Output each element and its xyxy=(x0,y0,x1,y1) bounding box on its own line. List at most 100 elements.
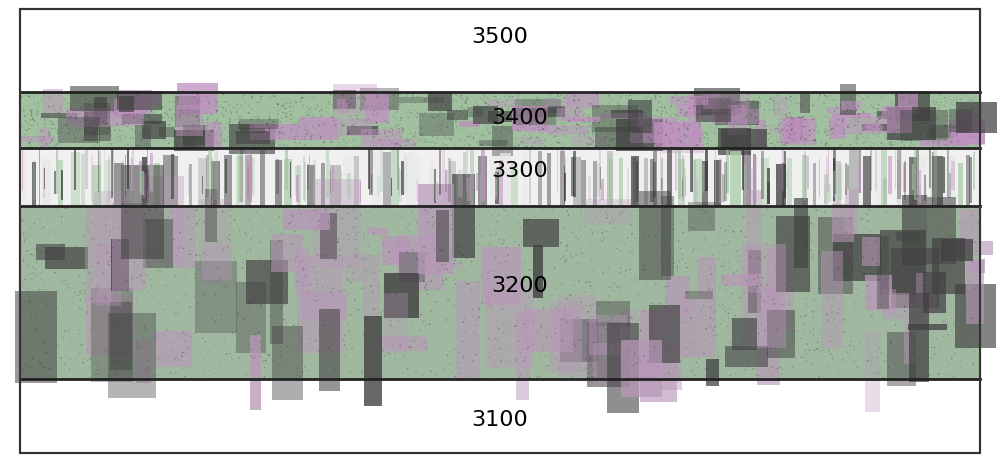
Point xyxy=(437,116,453,123)
Point xyxy=(564,374,580,381)
Bar xyxy=(776,164,786,206)
Point xyxy=(639,103,655,110)
Point xyxy=(766,267,782,274)
Point xyxy=(276,129,292,137)
Point xyxy=(664,129,680,136)
Point xyxy=(683,95,699,102)
Point xyxy=(828,97,844,104)
Point xyxy=(59,280,75,288)
Point xyxy=(588,99,604,106)
Bar xyxy=(767,182,770,205)
Point xyxy=(734,134,750,141)
Point xyxy=(440,271,456,279)
Point xyxy=(627,101,643,108)
Point xyxy=(803,246,819,254)
Point xyxy=(37,128,53,135)
Point xyxy=(349,115,365,122)
Point xyxy=(133,137,149,144)
Point xyxy=(942,128,958,136)
Point xyxy=(642,262,658,270)
Point xyxy=(803,116,819,123)
Point xyxy=(70,102,86,109)
Point xyxy=(884,142,900,149)
Point xyxy=(269,312,285,319)
Point xyxy=(120,203,136,210)
Point xyxy=(68,109,84,116)
Point xyxy=(326,117,342,125)
Point xyxy=(212,360,228,367)
Point xyxy=(191,90,207,97)
Point xyxy=(487,231,503,239)
Point xyxy=(732,294,748,302)
Point xyxy=(264,346,280,353)
Point xyxy=(869,345,885,353)
Point xyxy=(222,301,238,309)
Point xyxy=(276,300,292,308)
Point xyxy=(552,140,568,147)
Point xyxy=(249,135,265,142)
Point xyxy=(393,115,409,122)
Point xyxy=(953,275,969,283)
Point xyxy=(237,100,253,107)
Point xyxy=(24,116,40,123)
Point xyxy=(423,368,439,376)
Point xyxy=(677,120,693,128)
Point xyxy=(203,129,219,137)
Bar xyxy=(229,124,275,154)
Point xyxy=(303,104,319,112)
Point xyxy=(468,106,484,114)
Point xyxy=(601,92,617,99)
Point xyxy=(285,241,301,248)
Point xyxy=(924,144,940,151)
Point xyxy=(367,115,383,122)
Point xyxy=(672,137,688,145)
Point xyxy=(614,105,630,113)
Point xyxy=(624,230,640,237)
Point xyxy=(439,123,455,130)
Point xyxy=(593,226,609,233)
Point xyxy=(596,112,612,119)
Point xyxy=(680,91,696,99)
Point xyxy=(36,296,52,303)
Point xyxy=(88,131,104,139)
Point xyxy=(277,95,293,102)
Point xyxy=(805,251,821,259)
Point xyxy=(133,272,149,279)
Point xyxy=(98,295,114,303)
Point xyxy=(826,124,842,132)
Point xyxy=(401,220,417,228)
Point xyxy=(291,245,307,253)
Point xyxy=(356,119,372,126)
Point xyxy=(894,224,910,231)
Point xyxy=(682,105,698,112)
Point xyxy=(195,372,211,380)
Point xyxy=(520,106,536,113)
Point xyxy=(425,101,441,108)
Point xyxy=(886,102,902,109)
Point xyxy=(366,112,382,120)
Point xyxy=(381,125,397,132)
Point xyxy=(271,362,287,369)
Point xyxy=(786,136,802,143)
Point xyxy=(276,100,292,108)
Point xyxy=(184,99,200,107)
Point xyxy=(75,280,91,287)
Point xyxy=(380,92,396,99)
Point xyxy=(611,136,627,144)
Point xyxy=(707,117,723,124)
Point xyxy=(521,342,537,350)
Point xyxy=(495,123,511,131)
Point xyxy=(782,301,798,308)
Point xyxy=(663,112,679,120)
Point xyxy=(912,235,928,242)
Point xyxy=(603,370,619,377)
Point xyxy=(772,207,788,214)
Point xyxy=(901,101,917,109)
Point xyxy=(882,115,898,122)
Point xyxy=(611,237,627,245)
Point xyxy=(819,310,835,318)
Point xyxy=(715,129,731,136)
Point xyxy=(271,135,287,142)
Bar xyxy=(225,159,227,193)
Point xyxy=(751,371,767,379)
